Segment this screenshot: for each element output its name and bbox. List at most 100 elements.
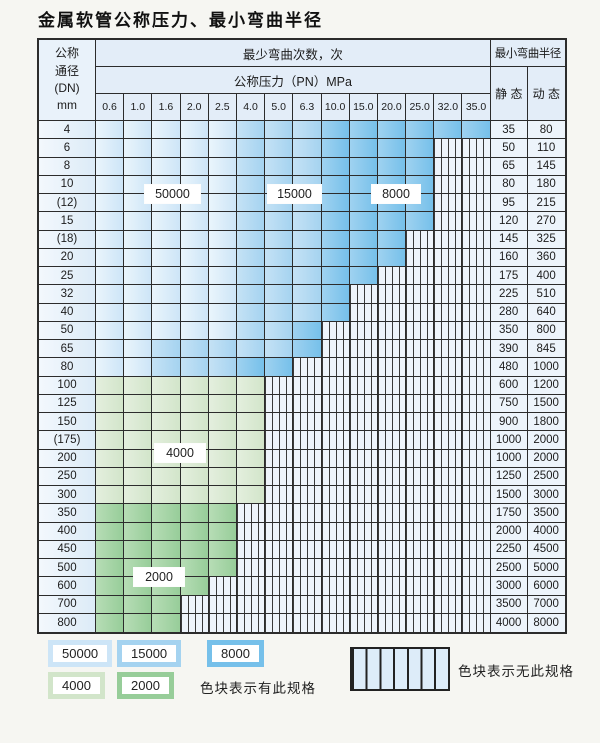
- table-row: 500 2500 5000: [39, 559, 565, 578]
- no-spec-cell: [293, 376, 322, 395]
- no-spec-cell: [406, 321, 435, 340]
- no-spec-cell: [180, 613, 209, 632]
- spec-cell: [208, 467, 237, 486]
- no-spec-cell: [434, 613, 463, 632]
- no-spec-cell: [265, 431, 294, 450]
- spec-cell: [377, 139, 407, 158]
- no-spec-cell: [349, 540, 378, 559]
- spec-cell: [124, 431, 153, 450]
- no-spec-cell: [462, 267, 491, 286]
- no-spec-cell: [349, 467, 378, 486]
- no-spec-cell: [406, 577, 435, 596]
- dn-cell: 700: [39, 595, 96, 614]
- spec-cell: [96, 413, 125, 432]
- static-value: 2250: [490, 540, 528, 559]
- no-spec-cell: [377, 540, 407, 559]
- no-spec-cell: [180, 595, 209, 614]
- spec-cell: [180, 540, 209, 559]
- dn-cell: 100: [39, 376, 96, 395]
- spec-cell: [152, 157, 181, 176]
- spec-cell: [293, 230, 322, 249]
- spec-cell: [321, 139, 350, 158]
- no-spec-cell: [321, 358, 350, 377]
- no-spec-cell: [208, 577, 237, 596]
- corner-header-line: mm: [57, 98, 77, 113]
- spec-cell: [236, 157, 266, 176]
- spec-cell: [152, 139, 181, 158]
- no-spec-cell: [321, 431, 350, 450]
- spec-cell: [265, 212, 294, 231]
- spec-cell: [321, 212, 350, 231]
- spec-cell: [377, 248, 407, 267]
- legend-item-label: 50000: [53, 645, 108, 662]
- spec-cell: [152, 595, 181, 614]
- spec-cell: [349, 157, 378, 176]
- spec-cell: [124, 121, 153, 140]
- spec-cell: [265, 248, 294, 267]
- spec-cell: [265, 358, 294, 377]
- legend-item-label: 8000: [212, 645, 259, 662]
- radius-header: 最小弯曲半径: [490, 40, 565, 67]
- no-spec-cell: [462, 194, 491, 213]
- legend-item-label: 4000: [53, 677, 100, 694]
- no-spec-cell: [406, 467, 435, 486]
- no-spec-cell: [462, 613, 491, 632]
- dynamic-value: 215: [527, 194, 565, 213]
- spec-cell: [236, 194, 266, 213]
- no-spec-cell: [349, 376, 378, 395]
- no-spec-cell: [321, 321, 350, 340]
- dn-cell: 40: [39, 303, 96, 322]
- spec-cell: [208, 175, 237, 194]
- no-spec-cell: [321, 467, 350, 486]
- dynamic-value: 6000: [527, 577, 565, 596]
- no-spec-cell: [462, 175, 491, 194]
- table-row: 600 3000 6000: [39, 577, 565, 596]
- static-value: 35: [490, 121, 528, 140]
- spec-cell: [96, 358, 125, 377]
- table-row: 25 175 400: [39, 267, 565, 286]
- spec-cell: [208, 540, 237, 559]
- no-spec-cell: [434, 212, 463, 231]
- spec-cell: [208, 504, 237, 523]
- spec-cell: [96, 376, 125, 395]
- spec-cell: [96, 394, 125, 413]
- spec-cell: [124, 413, 153, 432]
- no-spec-cell: [321, 413, 350, 432]
- dn-cell: 400: [39, 522, 96, 541]
- no-spec-cell: [434, 595, 463, 614]
- spec-cell: [96, 449, 125, 468]
- no-spec-cell: [434, 394, 463, 413]
- no-spec-cell: [462, 577, 491, 596]
- no-spec-cell: [377, 613, 407, 632]
- no-spec-cell: [349, 321, 378, 340]
- pressure-col-header: 2.0: [180, 94, 209, 121]
- no-spec-cell: [293, 449, 322, 468]
- no-spec-cell: [434, 194, 463, 213]
- table-row: 50 350 800: [39, 321, 565, 340]
- dynamic-value: 145: [527, 157, 565, 176]
- dn-cell: 800: [39, 613, 96, 632]
- no-spec-cell: [293, 559, 322, 578]
- spec-cell: [321, 267, 350, 286]
- static-value: 750: [490, 394, 528, 413]
- spec-cell: [180, 321, 209, 340]
- no-spec-cell: [406, 540, 435, 559]
- no-spec-cell: [321, 595, 350, 614]
- dn-cell: 32: [39, 285, 96, 304]
- no-spec-cell: [377, 431, 407, 450]
- table-rows: 4 35 80 6 50 110 8 65 145 10 80 180 (12) 95 215 15 120 27…: [39, 121, 565, 632]
- table-row: 200 1000 2000: [39, 449, 565, 468]
- spec-cell: [265, 303, 294, 322]
- table-row: 800 4000 8000: [39, 613, 565, 632]
- no-spec-cell: [265, 613, 294, 632]
- spec-cell: [293, 139, 322, 158]
- spec-cell: [96, 285, 125, 304]
- spec-cell: [321, 121, 350, 140]
- corner-header-line: (DN): [54, 81, 80, 95]
- no-spec-cell: [462, 139, 491, 158]
- no-spec-cell: [434, 285, 463, 304]
- no-spec-cell: [321, 504, 350, 523]
- pressure-col-header: 1.6: [152, 94, 181, 121]
- no-spec-cell: [236, 540, 266, 559]
- table-row: 40 280 640: [39, 303, 565, 322]
